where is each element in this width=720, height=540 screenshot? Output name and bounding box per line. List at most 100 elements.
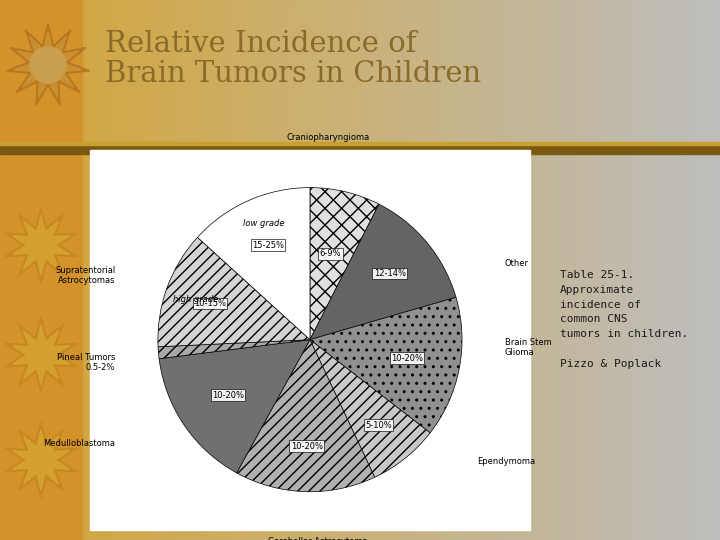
Bar [659, 0, 660, 540]
Bar [174, 0, 175, 540]
Bar [236, 0, 237, 540]
Bar [538, 0, 539, 540]
Bar [245, 0, 246, 540]
Bar [444, 0, 445, 540]
Bar [3, 0, 4, 540]
Bar [719, 0, 720, 540]
Bar [493, 0, 494, 540]
Bar [328, 0, 329, 540]
Bar [644, 0, 645, 540]
Bar [278, 0, 279, 540]
Bar [442, 0, 443, 540]
Bar [569, 0, 570, 540]
Bar [87, 0, 88, 540]
Bar [672, 0, 673, 540]
Bar [697, 0, 698, 540]
Bar [506, 0, 507, 540]
Bar [529, 0, 530, 540]
Bar [97, 0, 98, 540]
Bar [188, 0, 189, 540]
Bar [32, 0, 33, 540]
Bar [136, 0, 137, 540]
Bar [620, 0, 621, 540]
Bar [619, 0, 620, 540]
Bar [260, 0, 261, 540]
Bar [471, 0, 472, 540]
Bar [202, 0, 203, 540]
Bar [100, 0, 101, 540]
Bar [82, 0, 83, 540]
Bar [388, 0, 389, 540]
Bar [250, 0, 251, 540]
Bar [26, 0, 27, 540]
Bar [689, 0, 690, 540]
Bar [410, 0, 411, 540]
Bar [329, 0, 330, 540]
Bar [503, 0, 504, 540]
Bar [382, 0, 383, 540]
Bar [522, 0, 523, 540]
Bar [351, 0, 352, 540]
Bar [186, 0, 187, 540]
Bar [153, 0, 154, 540]
Bar [387, 0, 388, 540]
Bar [704, 0, 705, 540]
Bar [474, 0, 475, 540]
Bar [374, 0, 375, 540]
Bar [391, 0, 392, 540]
Bar [88, 0, 89, 540]
Bar [636, 0, 637, 540]
Bar [352, 0, 353, 540]
Bar [556, 0, 557, 540]
Bar [567, 0, 568, 540]
Bar [325, 0, 326, 540]
Bar [583, 0, 584, 540]
Bar [370, 0, 371, 540]
Bar [519, 0, 520, 540]
Bar [185, 0, 186, 540]
Bar [205, 0, 206, 540]
Bar [322, 0, 323, 540]
Bar [643, 0, 644, 540]
Bar [173, 0, 174, 540]
Bar [259, 0, 260, 540]
Bar [415, 0, 416, 540]
Bar [681, 0, 682, 540]
Text: Table 25-1.
Approximate
incidence of
common CNS
tumors in children.

Pizzo & Pop: Table 25-1. Approximate incidence of com… [560, 270, 688, 369]
Bar [539, 0, 540, 540]
Bar [665, 0, 666, 540]
Bar [652, 0, 653, 540]
Bar [501, 0, 502, 540]
Bar [253, 0, 254, 540]
Bar [149, 0, 150, 540]
Bar [122, 0, 123, 540]
Bar [423, 0, 424, 540]
Bar [676, 0, 677, 540]
Bar [678, 0, 679, 540]
Bar [616, 0, 617, 540]
Bar [412, 0, 413, 540]
Bar [407, 0, 408, 540]
Bar [300, 0, 301, 540]
Bar [664, 0, 665, 540]
Bar [631, 0, 632, 540]
Bar [395, 0, 396, 540]
Bar [513, 0, 514, 540]
Bar [495, 0, 496, 540]
Bar [427, 0, 428, 540]
Bar [472, 0, 473, 540]
Bar [147, 0, 148, 540]
Bar [211, 0, 212, 540]
Bar [224, 0, 225, 540]
Bar [119, 0, 120, 540]
Bar [4, 0, 5, 540]
Bar [554, 0, 555, 540]
Bar [311, 0, 312, 540]
Bar [398, 0, 399, 540]
Bar [708, 0, 709, 540]
Bar [71, 0, 72, 540]
Bar [600, 0, 601, 540]
Bar [446, 0, 447, 540]
Bar [414, 0, 415, 540]
Bar [416, 0, 417, 540]
